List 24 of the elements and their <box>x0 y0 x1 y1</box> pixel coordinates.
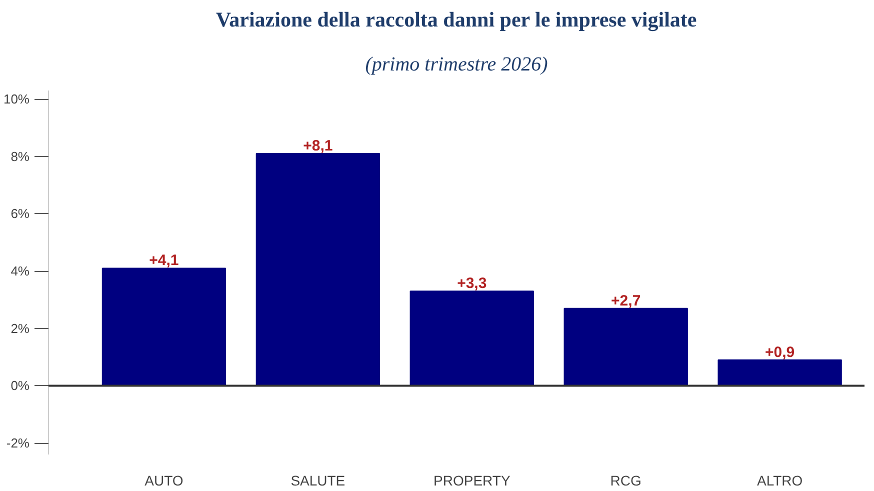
y-tick-label: 0% <box>10 378 30 394</box>
x-tick-label: PROPERTY <box>434 472 511 488</box>
data-label: +2,7 <box>611 292 641 310</box>
y-tick-label: 8% <box>10 148 30 164</box>
bar <box>718 359 842 386</box>
data-label: +3,3 <box>457 275 487 292</box>
bar <box>102 268 226 386</box>
x-tick-label: ALTRO <box>757 472 803 488</box>
x-tick-label: RCG <box>610 472 642 488</box>
chart-title: Variazione della raccolta danni per le imprese vigilate <box>216 8 697 32</box>
data-label: +4,1 <box>149 252 179 270</box>
y-tick-label: 6% <box>10 206 30 222</box>
y-tick-label: -2% <box>6 436 30 451</box>
bar <box>410 290 534 386</box>
x-tick-label: SALUTE <box>290 472 346 488</box>
y-tick-label: 10% <box>3 92 30 107</box>
bar <box>256 153 380 386</box>
x-tick-label: AUTO <box>144 472 184 488</box>
y-tick-label: 2% <box>10 320 30 336</box>
bar <box>564 308 688 386</box>
data-label: +8,1 <box>303 138 333 155</box>
y-tick-label: 4% <box>10 264 30 279</box>
data-label: +0,9 <box>765 344 795 361</box>
chart-subtitle: (primo trimestre 2026) <box>365 54 548 76</box>
